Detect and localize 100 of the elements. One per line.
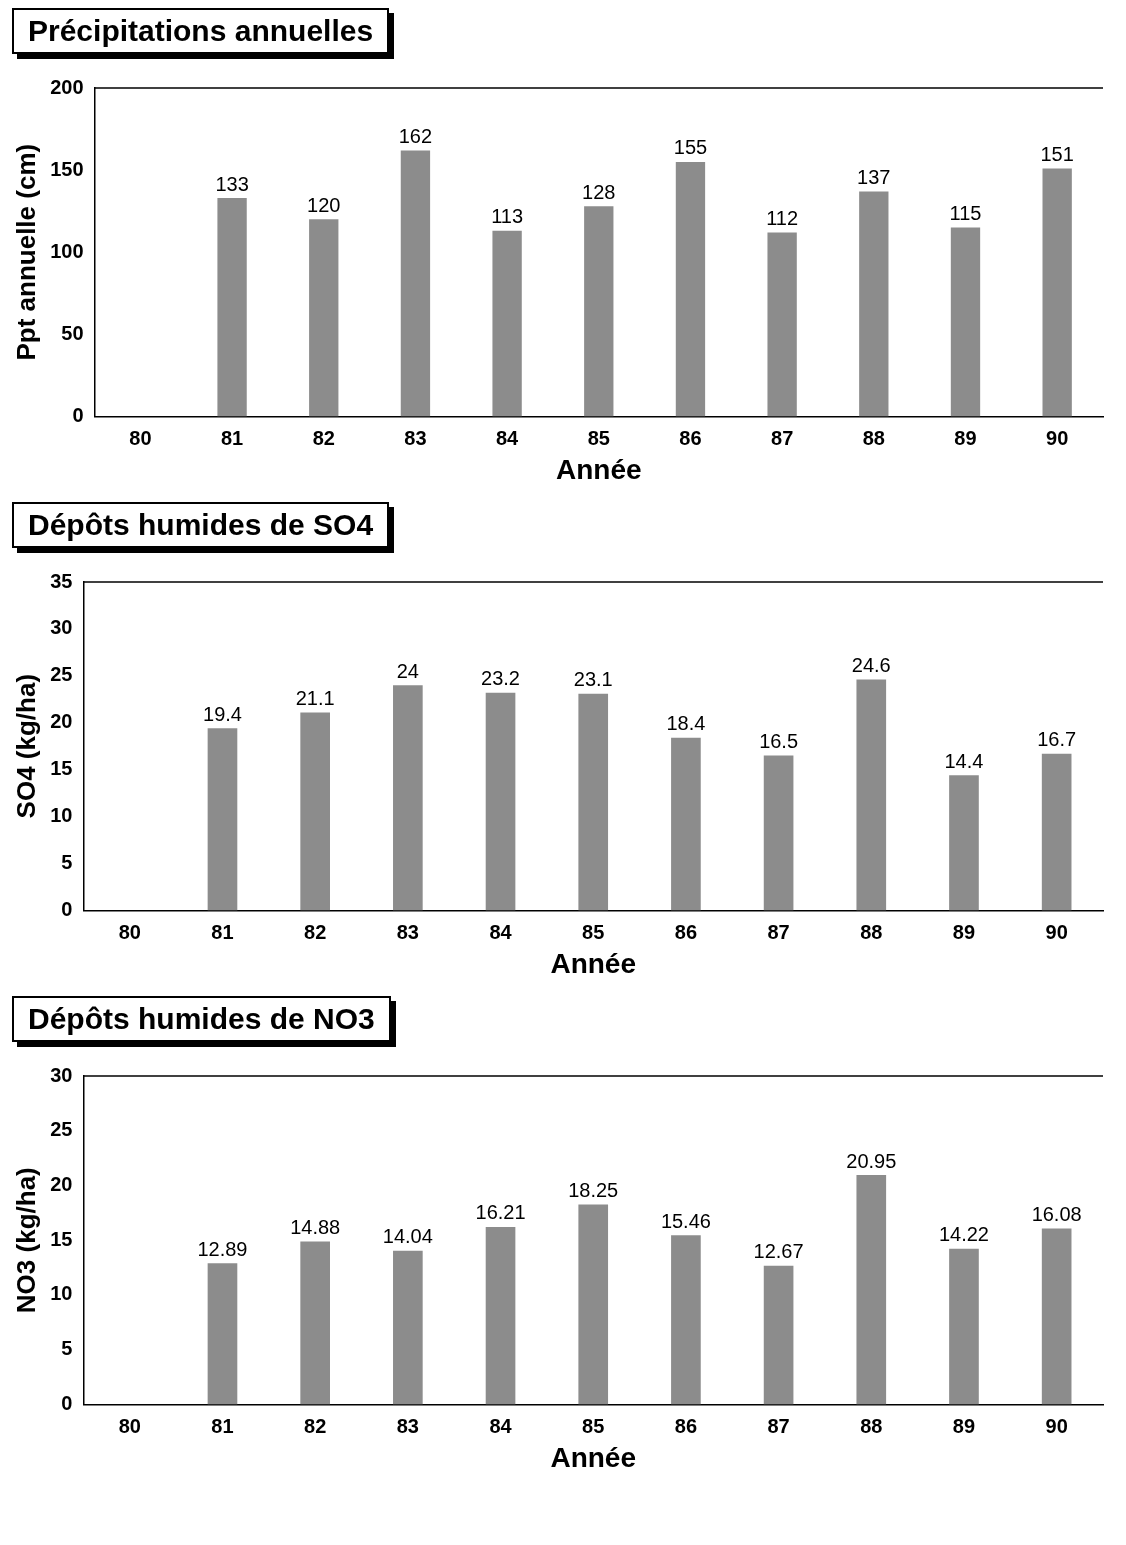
y-tick-label: 15: [50, 757, 73, 780]
data-label: 155: [673, 136, 708, 159]
x-tick-label: 86: [674, 1414, 698, 1437]
x-tick-label: 85: [582, 920, 605, 943]
y-tick-label: 5: [61, 1337, 73, 1360]
x-tick-label: 88: [862, 426, 885, 449]
x-axis-title: Année: [550, 1441, 637, 1473]
x-tick-label: 83: [404, 426, 427, 449]
data-label: 14.4: [944, 749, 984, 772]
x-tick-label: 90: [1045, 1414, 1068, 1437]
bar: [671, 737, 701, 911]
y-tick-label: 15: [50, 1227, 73, 1250]
bar: [1041, 753, 1072, 911]
bar: [767, 232, 797, 417]
bar: [763, 1265, 794, 1405]
data-label: 137: [857, 165, 891, 188]
bar: [675, 161, 706, 417]
bar: [856, 1175, 887, 1405]
x-axis-title: Année: [556, 453, 642, 485]
bar: [217, 198, 247, 417]
data-label: 24: [396, 659, 419, 682]
x-tick-label: 84: [489, 920, 513, 943]
y-tick-label: 10: [50, 804, 73, 827]
bar: [950, 227, 981, 417]
x-tick-label: 85: [582, 1414, 605, 1437]
x-tick-label: 83: [396, 920, 419, 943]
y-tick-label: 50: [61, 321, 84, 344]
x-tick-label: 81: [220, 426, 244, 449]
bar: [949, 775, 979, 911]
data-label: 151: [1040, 142, 1074, 165]
bar: [859, 191, 889, 417]
chart-title: Dépôts humides de NO3: [12, 996, 391, 1042]
data-label: 162: [398, 124, 433, 147]
bar: [492, 230, 522, 417]
y-tick-label: 5: [61, 851, 73, 873]
x-tick-label: 87: [767, 920, 790, 943]
x-tick-label: 83: [396, 1414, 419, 1437]
data-label: 18.25: [568, 1179, 619, 1202]
x-tick-label: 88: [860, 920, 883, 943]
chart-title: Précipitations annuelles: [12, 8, 390, 54]
y-tick-label: 25: [50, 663, 73, 686]
bar: [393, 1250, 423, 1405]
data-label: 133: [215, 172, 249, 195]
x-tick-label: 80: [129, 426, 152, 449]
chart-title: Dépôts humides de SO4: [12, 502, 390, 548]
x-tick-label: 87: [771, 426, 794, 449]
data-label: 16.7: [1037, 728, 1077, 751]
bar: [1041, 1228, 1072, 1405]
data-label: 112: [766, 207, 799, 230]
data-label: 16.08: [1031, 1202, 1082, 1225]
bar: [207, 728, 238, 911]
data-label: 23.2: [481, 667, 521, 690]
bar: [309, 219, 339, 417]
data-label: 115: [949, 202, 982, 225]
y-tick-label: 0: [61, 897, 73, 920]
x-tick-label: 82: [304, 920, 327, 943]
data-label: 14.22: [938, 1223, 989, 1246]
x-tick-label: 86: [674, 920, 698, 943]
y-tick-label: 10: [50, 1282, 73, 1305]
x-tick-label: 81: [211, 920, 234, 943]
data-label: 12.67: [753, 1240, 804, 1263]
y-axis-title: Ppt annuelle (cm): [10, 143, 41, 361]
x-tick-label: 80: [118, 1414, 141, 1437]
bar: [400, 150, 431, 417]
y-axis-title: SO4 (kg/ha): [10, 673, 41, 819]
data-label: 120: [307, 193, 341, 216]
data-label: 113: [491, 205, 524, 228]
y-tick-label: 20: [50, 710, 73, 733]
bar: [763, 755, 794, 911]
data-label: 16.5: [759, 730, 799, 753]
x-tick-label: 80: [118, 920, 141, 943]
data-label: 14.04: [382, 1225, 433, 1248]
data-label: 15.46: [660, 1209, 711, 1232]
x-tick-label: 84: [495, 426, 520, 449]
x-tick-label: 82: [312, 426, 335, 449]
bar: [300, 712, 330, 911]
x-tick-label: 90: [1045, 920, 1068, 943]
x-tick-label: 89: [952, 920, 976, 943]
x-tick-label: 90: [1046, 426, 1069, 449]
bar: [671, 1235, 701, 1405]
y-axis-title: NO3 (kg/ha): [10, 1167, 41, 1314]
bar: [485, 692, 516, 911]
data-label: 21.1: [295, 686, 335, 709]
y-tick-label: 35: [50, 569, 73, 592]
y-tick-label: 0: [61, 1391, 73, 1414]
data-label: 14.88: [290, 1216, 341, 1239]
y-tick-label: 25: [50, 1118, 73, 1141]
x-tick-label: 81: [211, 1414, 234, 1437]
bar: [393, 685, 423, 911]
bar: [300, 1241, 330, 1405]
y-tick-label: 100: [50, 239, 84, 262]
data-label: 23.1: [573, 668, 613, 691]
x-tick-label: 89: [954, 426, 977, 449]
bar: [856, 679, 887, 911]
y-tick-label: 0: [72, 403, 84, 426]
y-tick-label: 200: [50, 75, 84, 98]
x-tick-label: 84: [489, 1414, 513, 1437]
y-tick-label: 150: [50, 157, 84, 180]
x-tick-label: 85: [587, 426, 610, 449]
data-label: 128: [582, 180, 616, 203]
